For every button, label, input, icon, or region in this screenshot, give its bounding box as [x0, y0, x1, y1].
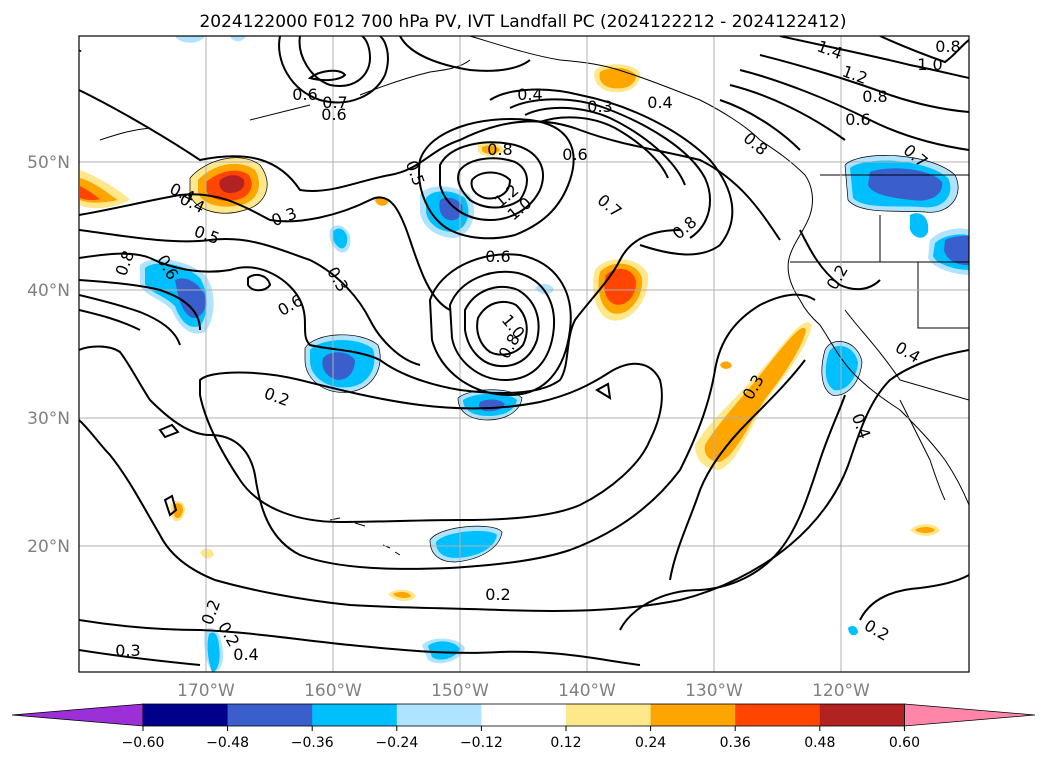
colorbar-segment: [143, 704, 229, 726]
contour-label: 0.4: [517, 85, 542, 104]
contour-label: 0.8: [862, 87, 887, 106]
lon-label-150w: 150°W: [431, 681, 489, 701]
lon-label-160w: 160°W: [304, 681, 362, 701]
figure-title: 2024122000 F012 700 hPa PV, IVT Landfall…: [199, 12, 846, 32]
contour-label: 0.4: [60, 43, 87, 73]
colorbar-segment: [396, 704, 482, 726]
contour-label: 0.6: [321, 105, 346, 124]
colorbar-tick-label: 0.60: [889, 735, 920, 751]
colorbar-tick-label: −0.60: [122, 735, 165, 751]
colorbar-tick-label: −0.48: [206, 735, 249, 751]
contour-label: 0.8: [935, 37, 960, 56]
colorbar-tick-label: 0.24: [635, 735, 666, 751]
map-frame: [78, 35, 970, 673]
colorbar-segment: [566, 704, 652, 726]
contour-label: 0.6: [562, 145, 587, 164]
colorbar-tick-label: 0.36: [720, 735, 751, 751]
contour-label: 1.0: [917, 55, 942, 74]
contour-label: 0.8: [487, 140, 512, 159]
colorbar-segment: [735, 704, 821, 726]
contour-label: 0.7: [322, 93, 347, 112]
colorbar-tick-label: 0.48: [804, 735, 835, 751]
lon-label-140w: 140°W: [558, 681, 616, 701]
coastlines: [99, 36, 969, 556]
colorbar-tick-label: −0.36: [291, 735, 334, 751]
lon-label-170w: 170°W: [177, 681, 235, 701]
longitude-labels: 170°W 160°W 150°W 140°W 130°W 120°W: [177, 681, 870, 701]
colorbar-segment: [312, 704, 398, 726]
lat-label-40n: 40°N: [27, 281, 70, 301]
colorbar-frame: [142, 703, 905, 727]
contour-label: 0.3: [115, 641, 140, 660]
colorbar: −0.60 −0.48 −0.36 −0.24 −0.12 0.12 0.24 0.36 0.4…: [11, 703, 1036, 751]
pv-contours: [79, 36, 969, 666]
colorbar-segment: [227, 704, 313, 726]
contour-label: 0.6: [292, 85, 317, 104]
lon-label-120w: 120°W: [812, 681, 870, 701]
contour-label: 0.6: [485, 247, 510, 266]
positive-anomaly-shading: [80, 64, 940, 602]
lat-label-20n: 20°N: [27, 537, 70, 557]
colorbar-segment: [481, 704, 567, 726]
lat-label-50n: 50°N: [27, 153, 70, 173]
negative-anomaly-shading: [140, 36, 969, 672]
contour-label: 0.3: [587, 97, 612, 116]
colorbar-tick-label: 0.12: [550, 735, 581, 751]
colorbar-extend-high: [904, 703, 1036, 727]
map-panel: 0.40.6 0.70.60.30.41.41.2 1.00.80.80.60.80…: [60, 35, 970, 673]
lon-label-130w: 130°W: [685, 681, 743, 701]
contour-label: 0.6: [845, 110, 870, 129]
lat-label-30n: 30°N: [27, 409, 70, 429]
colorbar-tick-label: −0.24: [375, 735, 418, 751]
colorbar-tick-label: −0.12: [460, 735, 503, 751]
contour-label: 0.2: [485, 585, 510, 604]
contour-label: 0.4: [233, 645, 258, 664]
colorbar-segment: [819, 704, 905, 726]
contour-label: 0.4: [647, 93, 672, 112]
colorbar-extend-low: [11, 703, 144, 727]
graticule: [79, 36, 969, 672]
shading-outlines: [189, 155, 959, 563]
latitude-labels: 50°N 40°N 30°N 20°N: [27, 153, 70, 557]
colorbar-segment: [650, 704, 736, 726]
